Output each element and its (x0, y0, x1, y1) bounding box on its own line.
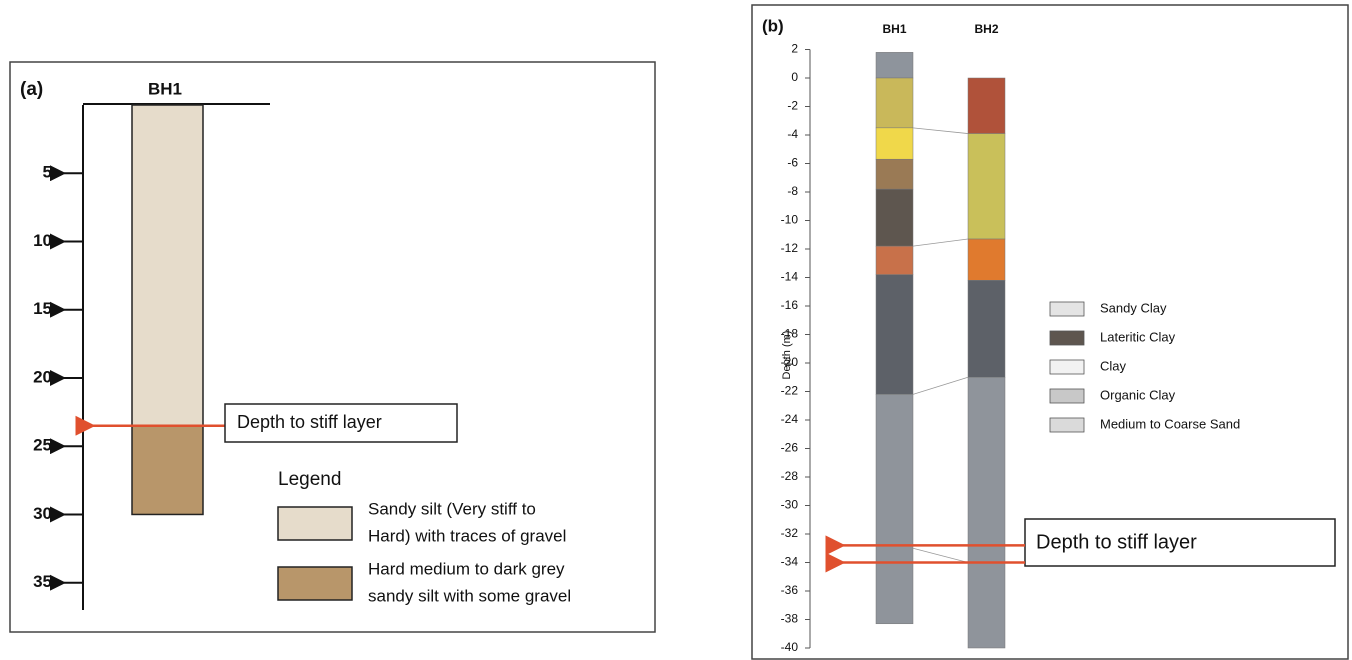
soil-layer (968, 239, 1005, 280)
legend-swatch (1050, 418, 1084, 432)
legend-text: sandy silt with some gravel (368, 586, 571, 605)
tick-label: -40 (781, 640, 799, 654)
legend-swatch (1050, 360, 1084, 374)
legend-text: Clay (1100, 358, 1127, 373)
legend-swatch (1050, 389, 1084, 403)
tick-label: -6 (787, 156, 798, 170)
soil-layer (132, 105, 203, 426)
soil-layer (968, 78, 1005, 134)
soil-layer (876, 52, 913, 78)
panel-label: (a) (20, 79, 43, 100)
tick-label: -8 (787, 184, 798, 198)
tick-label: 0 (791, 70, 798, 84)
soil-layer (968, 377, 1005, 648)
tick-label: -30 (781, 498, 799, 512)
borehole-name: BH2 (974, 22, 998, 36)
tick-label: -18 (781, 327, 799, 341)
legend-title: Legend (278, 469, 341, 490)
annotation-text: Depth to stiff layer (1036, 531, 1197, 553)
tick-label: 2 (791, 42, 798, 56)
legend-swatch (1050, 302, 1084, 316)
tick-label: -4 (787, 127, 798, 141)
soil-layer (968, 280, 1005, 377)
soil-layer (968, 134, 1005, 239)
tick-label: 15 (33, 299, 52, 318)
legend-text: Sandy silt (Very stiff to (368, 499, 536, 518)
legend-text: Lateritic Clay (1100, 329, 1176, 344)
borehole-name: BH1 (882, 22, 906, 36)
panel-label: (b) (762, 16, 784, 35)
legend-text: Medium to Coarse Sand (1100, 416, 1240, 431)
soil-layer (876, 78, 913, 128)
tick-label: -38 (781, 612, 799, 626)
tick-label: -36 (781, 583, 799, 597)
soil-layer (876, 128, 913, 159)
tick-label: -24 (781, 412, 799, 426)
soil-layer (876, 189, 913, 246)
figure: (a) BH1 Legend (b) Depth (m) 51015202530… (0, 0, 1352, 660)
tick-label: -28 (781, 469, 799, 483)
tick-label: -26 (781, 441, 799, 455)
tick-label: -2 (787, 99, 798, 113)
correlation-line (913, 128, 968, 134)
correlation-line (913, 548, 968, 562)
legend-text: Sandy Clay (1100, 300, 1167, 315)
legend-text: Hard medium to dark grey (368, 559, 565, 578)
soil-layer (132, 426, 203, 515)
legend-swatch (1050, 331, 1084, 345)
tick-label: -22 (781, 384, 799, 398)
soil-layer (876, 246, 913, 275)
correlation-line (913, 239, 968, 246)
tick-label: -16 (781, 298, 799, 312)
tick-label: 35 (33, 572, 52, 591)
annotation-text: Depth to stiff layer (237, 412, 382, 432)
tick-label: -32 (781, 526, 799, 540)
legend-text: Hard) with traces of gravel (368, 526, 566, 545)
tick-label: -20 (781, 355, 799, 369)
soil-layer (876, 275, 913, 395)
tick-label: -34 (781, 555, 799, 569)
correlation-line (913, 377, 968, 394)
borehole-name: BH1 (148, 79, 182, 98)
soil-layer (876, 394, 913, 623)
tick-label: -14 (781, 270, 799, 284)
tick-label: 30 (33, 504, 52, 523)
tick-label: 20 (33, 367, 52, 386)
tick-label: -10 (781, 213, 799, 227)
legend-swatch (278, 507, 352, 540)
panel-a-frame (10, 62, 655, 632)
tick-label: 10 (33, 231, 52, 250)
soil-layer (876, 159, 913, 189)
legend-text: Organic Clay (1100, 387, 1176, 402)
tick-label: 25 (33, 436, 52, 455)
tick-label: 5 (43, 163, 52, 182)
legend-swatch (278, 567, 352, 600)
tick-label: -12 (781, 241, 799, 255)
